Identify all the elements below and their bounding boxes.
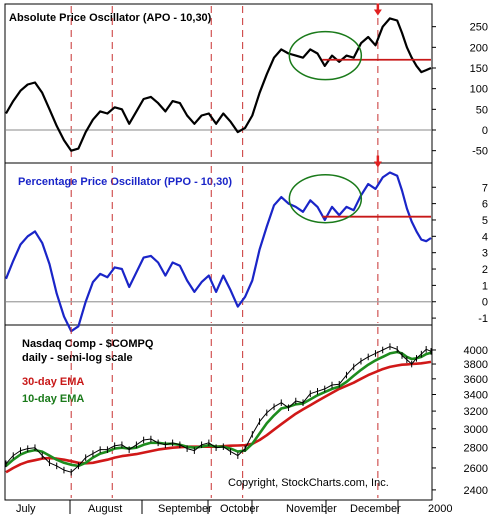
highlight-ellipse	[288, 30, 363, 81]
month-label: 2000	[428, 503, 452, 515]
y-tick-label: 4000	[464, 345, 488, 357]
down-arrow-icon	[373, 9, 382, 16]
y-tick-label: 0	[482, 125, 488, 137]
y-tick-label: 2400	[464, 485, 488, 497]
legend-30-day-ema: 30-day EMA	[22, 376, 84, 388]
legend-10-day-ema: 10-day EMA	[22, 393, 84, 405]
y-tick-label: 3200	[464, 406, 488, 418]
y-tick-label: 150	[470, 63, 488, 75]
y-tick-label: 6	[482, 199, 488, 211]
y-tick-label: 250	[470, 22, 488, 34]
y-tick-label: -50	[472, 146, 488, 158]
y-tick-label: 3	[482, 248, 488, 260]
month-label: November	[286, 503, 337, 515]
price-subtitle: daily - semi-log scale	[22, 352, 133, 364]
month-label: August	[88, 503, 122, 515]
y-tick-label: 200	[470, 42, 488, 54]
month-label: September	[158, 503, 212, 515]
y-tick-label: 100	[470, 84, 488, 96]
price-panel: Nasdaq Comp - $COMPQ daily - semi-log sc…	[5, 327, 488, 498]
copyright-text: Copyright, StockCharts.com, Inc.	[228, 477, 389, 489]
ema-10-line	[5, 350, 432, 468]
apo-line	[5, 17, 432, 152]
y-tick-label: 2	[482, 264, 488, 276]
ppo-panel: Percentage Price Oscillator (PPO - 10,30…	[4, 155, 488, 333]
y-tick-label: 2800	[464, 443, 488, 455]
ppo-title: Percentage Price Oscillator (PPO - 10,30…	[18, 176, 232, 188]
y-tick-label: 3000	[464, 424, 488, 436]
y-tick-label: 0	[482, 297, 488, 309]
ppo-line	[4, 171, 432, 333]
ema-30-line	[5, 360, 432, 474]
month-label: October	[220, 503, 259, 515]
apo-panel: Absolute Price Oscillator (APO - 10,30) …	[5, 3, 488, 161]
chart-frame	[4, 3, 433, 501]
y-tick-label: 2600	[464, 463, 488, 475]
price-title: Nasdaq Comp - $COMPQ	[22, 338, 154, 350]
apo-title: Absolute Price Oscillator (APO - 10,30)	[9, 12, 212, 24]
y-tick-label: 3800	[464, 359, 488, 371]
y-tick-label: 50	[476, 104, 488, 116]
y-tick-label: 5	[482, 215, 488, 227]
month-label: July	[16, 503, 36, 515]
x-axis: July August September October November Decemb…	[5, 499, 452, 515]
y-tick-label: -1	[478, 313, 488, 325]
y-tick-label: 7	[482, 182, 488, 194]
price-line	[5, 346, 432, 473]
month-label: December	[350, 503, 401, 515]
y-tick-label: 4	[482, 231, 488, 243]
y-tick-label: 3400	[464, 389, 488, 401]
y-tick-label: 1	[482, 280, 488, 292]
down-arrow-icon	[373, 161, 382, 168]
highlight-ellipse	[288, 173, 363, 224]
y-tick-label: 3600	[464, 374, 488, 386]
